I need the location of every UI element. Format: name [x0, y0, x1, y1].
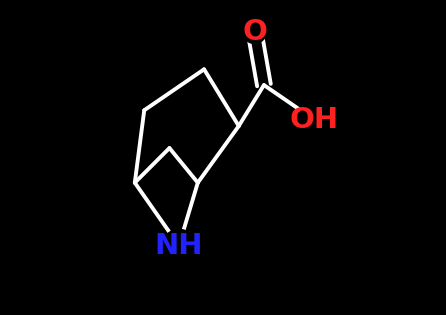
Circle shape	[162, 229, 195, 262]
Text: O: O	[242, 18, 267, 45]
Circle shape	[298, 103, 331, 136]
Text: OH: OH	[290, 106, 339, 134]
Text: NH: NH	[155, 232, 203, 260]
Circle shape	[243, 20, 266, 43]
